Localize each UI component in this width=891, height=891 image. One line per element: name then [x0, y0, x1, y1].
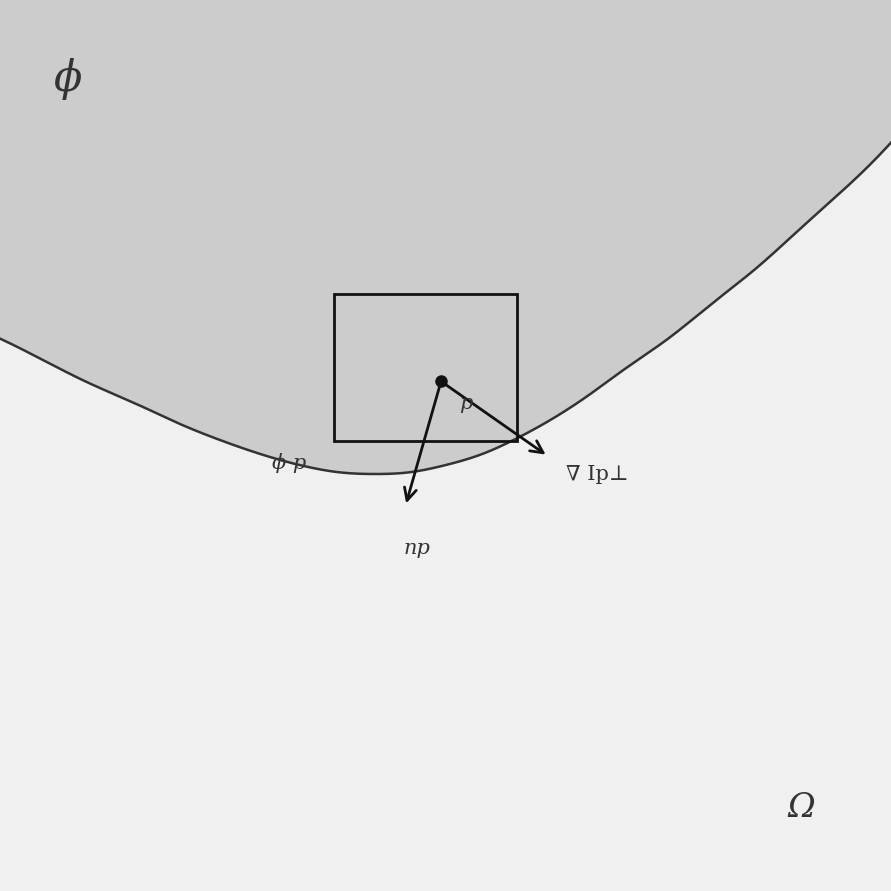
- Text: Ω: Ω: [788, 792, 815, 824]
- Polygon shape: [0, 143, 891, 891]
- Text: ϕ p: ϕ p: [272, 454, 306, 473]
- Text: p: p: [459, 394, 472, 413]
- Text: np: np: [404, 539, 430, 558]
- Bar: [334, 294, 517, 441]
- Text: ∇ Ip⊥: ∇ Ip⊥: [566, 464, 628, 484]
- Polygon shape: [0, 0, 891, 474]
- Text: ϕ: ϕ: [53, 58, 82, 100]
